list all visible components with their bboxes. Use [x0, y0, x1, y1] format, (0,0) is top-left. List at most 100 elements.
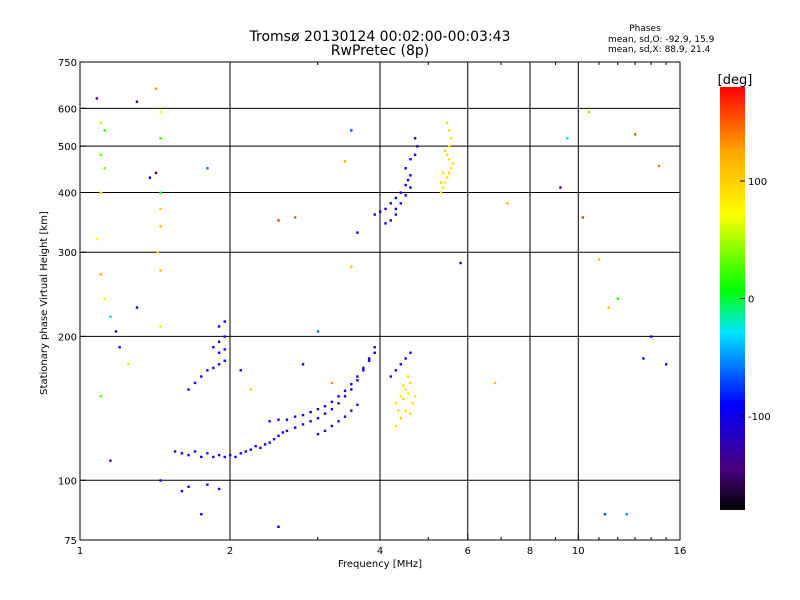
- data-point-o-mode: [384, 222, 387, 225]
- data-point-scatter: [616, 297, 620, 300]
- data-point-o-mode: [404, 357, 407, 360]
- data-point-o-mode: [367, 359, 371, 362]
- data-point-o-mode: [356, 375, 359, 378]
- data-point-o-mode: [309, 420, 312, 423]
- x-tick-label: 4: [377, 546, 383, 557]
- y-tick-label: 75: [64, 536, 77, 547]
- data-point-x-mode: [441, 171, 445, 175]
- x-tick-label: 2: [227, 546, 233, 557]
- data-point-o-mode: [281, 431, 284, 434]
- data-point-o-mode: [244, 450, 248, 453]
- data-point-x-mode: [449, 137, 453, 140]
- data-point-scatter: [103, 297, 106, 300]
- x-tick-label: 1: [77, 546, 83, 557]
- data-point-o-mode: [200, 375, 203, 378]
- data-point-o-mode: [323, 429, 327, 433]
- data-point-scatter: [99, 121, 103, 125]
- data-point-scatter: [109, 315, 112, 319]
- data-point-o-mode: [285, 418, 289, 421]
- grid-layer: [80, 62, 680, 540]
- data-point-o-mode: [187, 453, 190, 457]
- data-point-scatter: [148, 176, 152, 179]
- data-point-x-mode: [402, 397, 405, 401]
- data-point-o-mode: [249, 448, 253, 451]
- data-point-scatter: [99, 191, 103, 194]
- data-point-scatter: [159, 137, 162, 140]
- data-point-scatter: [330, 381, 334, 385]
- data-point-o-mode: [399, 202, 403, 205]
- x-axis-label: Frequency [MHz]: [338, 559, 422, 570]
- data-point-o-mode: [277, 434, 280, 438]
- chart-title: Tromsø 20130124 00:02:00-00:03:43: [249, 29, 511, 45]
- data-point-scatter: [277, 525, 280, 529]
- chart-subtitle: RwPretec (8p): [331, 43, 429, 59]
- data-points-layer: [95, 87, 668, 529]
- y-tick-label: 400: [58, 188, 77, 199]
- data-point-o-mode: [180, 489, 184, 493]
- data-point-o-mode: [217, 340, 221, 344]
- data-point-o-mode: [293, 415, 297, 418]
- data-point-o-mode: [239, 452, 242, 455]
- data-point-x-mode: [447, 171, 451, 175]
- data-point-o-mode: [263, 443, 267, 446]
- y-tick-label: 300: [58, 248, 77, 259]
- data-point-o-mode: [343, 389, 347, 393]
- data-point-scatter: [154, 87, 158, 90]
- data-point-o-mode: [330, 400, 334, 404]
- data-point-o-mode: [394, 213, 398, 216]
- data-point-o-mode: [223, 348, 226, 351]
- data-point-x-mode: [445, 153, 449, 157]
- colorbar-ticks: 100 0 -100: [740, 177, 771, 423]
- data-point-o-mode: [404, 183, 407, 187]
- data-point-x-mode: [441, 186, 445, 189]
- data-point-o-mode: [337, 395, 340, 398]
- data-point-o-mode: [384, 207, 387, 211]
- colorbar-label: [deg]: [718, 73, 753, 88]
- axis-ticks-layer: 1 2 4 6 8 10 16 75 100 200 300 400 500 600 750: [58, 58, 686, 557]
- data-point-scatter: [95, 237, 99, 241]
- data-point-scatter: [103, 167, 106, 170]
- data-point-x-mode: [409, 381, 412, 385]
- data-point-scatter: [559, 186, 562, 189]
- data-point-o-mode: [404, 167, 407, 170]
- data-point-o-mode: [394, 196, 398, 200]
- data-point-o-mode: [268, 441, 271, 444]
- data-point-scatter: [459, 261, 462, 265]
- data-point-o-mode: [404, 194, 407, 197]
- data-point-o-mode: [316, 407, 320, 411]
- data-point-o-mode: [350, 388, 353, 391]
- data-point-x-mode: [406, 392, 410, 395]
- data-point-o-mode: [367, 357, 371, 360]
- data-point-o-mode: [373, 213, 376, 216]
- data-point-o-mode: [212, 346, 215, 349]
- data-point-scatter: [109, 459, 112, 462]
- data-point-o-mode: [330, 424, 334, 428]
- y-tick-label: 750: [58, 58, 77, 69]
- data-point-o-mode: [229, 453, 232, 457]
- data-point-scatter: [625, 513, 628, 516]
- data-point-o-mode: [206, 483, 209, 486]
- data-point-o-mode: [350, 383, 353, 386]
- data-point-o-mode: [268, 420, 271, 423]
- colorbar-tick-label: 100: [748, 177, 767, 188]
- data-point-o-mode: [323, 412, 327, 415]
- data-point-x-mode: [413, 395, 417, 398]
- data-point-scatter: [135, 100, 139, 103]
- data-point-o-mode: [217, 325, 221, 328]
- data-point-scatter: [493, 381, 497, 385]
- data-point-o-mode: [180, 452, 184, 455]
- data-point-scatter: [99, 273, 103, 276]
- data-point-scatter: [118, 346, 121, 349]
- data-point-o-mode: [316, 416, 320, 420]
- data-point-o-mode: [254, 444, 257, 448]
- data-point-o-mode: [217, 351, 221, 354]
- data-point-x-mode: [445, 176, 449, 179]
- data-point-x-mode: [409, 412, 412, 415]
- colorbar-tick-label: -100: [748, 412, 771, 423]
- data-point-scatter: [650, 335, 653, 338]
- data-point-scatter: [95, 97, 99, 100]
- data-point-o-mode: [223, 455, 226, 459]
- data-point-scatter: [506, 202, 509, 205]
- data-point-x-mode: [394, 424, 398, 428]
- data-point-o-mode: [330, 407, 334, 411]
